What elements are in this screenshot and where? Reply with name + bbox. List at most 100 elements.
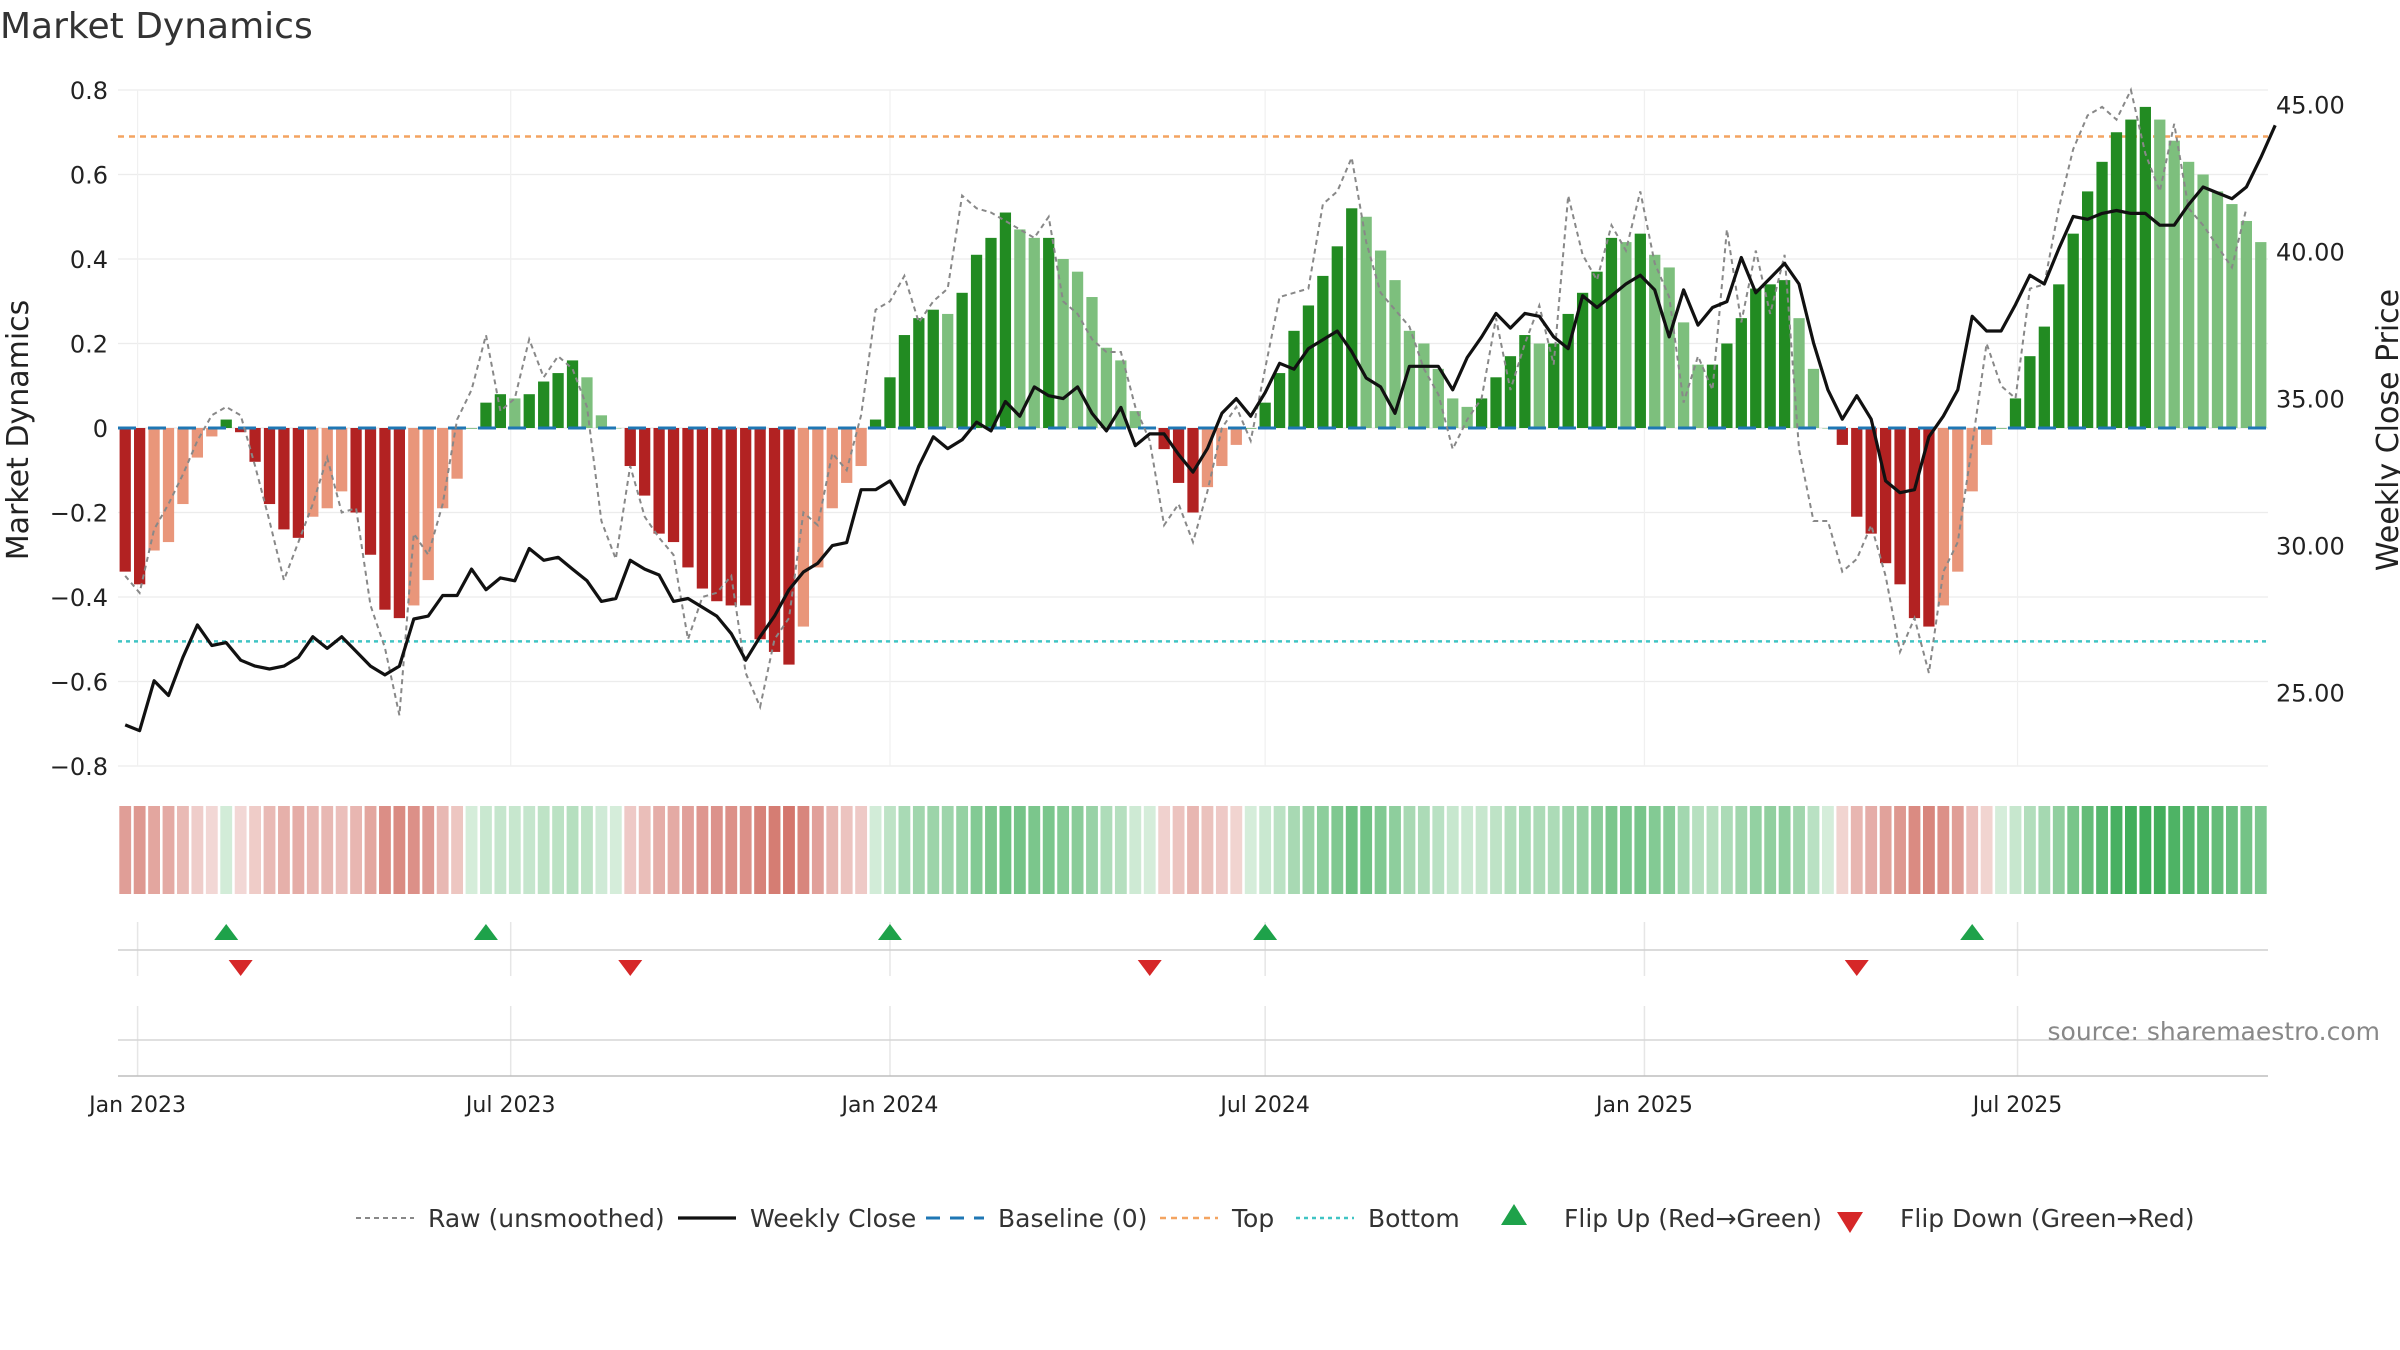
dynamics-bar xyxy=(134,428,146,585)
dynamics-bar xyxy=(162,428,175,543)
heat-cell xyxy=(523,806,536,894)
dynamics-bar xyxy=(1952,428,1964,572)
heat-cell xyxy=(595,806,608,894)
heat-cell xyxy=(797,806,810,894)
heat-cell xyxy=(811,806,824,894)
dynamics-bar xyxy=(2197,174,2209,428)
heat-cell xyxy=(119,806,132,894)
dynamics-bar xyxy=(422,428,434,581)
dynamics-bar xyxy=(538,381,550,428)
flip-up-marker xyxy=(473,924,498,940)
dynamics-bar xyxy=(1374,250,1387,428)
dynamics-bar xyxy=(494,394,507,428)
flip-markers-panel xyxy=(118,924,2268,976)
heat-cell xyxy=(1057,806,1070,894)
dynamics-bar xyxy=(1115,360,1127,428)
dynamics-bar xyxy=(1288,330,1300,428)
left-y-tick-label: 0.6 xyxy=(70,162,108,190)
heat-cell xyxy=(162,806,175,894)
dynamics-bar xyxy=(2067,233,2079,428)
heat-cell xyxy=(234,806,247,894)
heat-cell xyxy=(1576,806,1589,894)
dynamics-bar xyxy=(523,394,535,428)
dynamics-bar xyxy=(768,428,781,652)
heat-cell xyxy=(321,806,334,894)
heat-cell xyxy=(2197,806,2209,894)
dynamics-bar xyxy=(119,428,131,572)
heat-cell xyxy=(1042,806,1055,894)
dynamics-bar xyxy=(1230,428,1242,445)
dynamics-bar xyxy=(437,428,449,509)
dynamics-bar xyxy=(1836,428,1848,445)
dynamics-bar xyxy=(1677,322,1690,428)
dynamics-bar xyxy=(1360,216,1372,428)
dynamics-bar xyxy=(1663,267,1675,428)
heat-cell xyxy=(1374,806,1387,894)
legend-label: Weekly Close xyxy=(750,1204,916,1233)
heat-cell xyxy=(1951,806,1964,894)
flip-down-marker xyxy=(1844,960,1869,976)
heat-cell xyxy=(1937,806,1950,894)
dynamics-bar xyxy=(812,428,824,568)
dynamics-bar xyxy=(884,377,896,428)
dynamics-bar xyxy=(1490,377,1502,428)
heat-cell xyxy=(133,806,146,894)
flip-down-marker xyxy=(1137,960,1162,976)
dynamics-bar xyxy=(826,428,838,509)
dynamics-bar xyxy=(1245,428,1257,429)
heat-cell xyxy=(480,806,492,894)
dynamics-bar xyxy=(2183,161,2195,428)
heat-cell xyxy=(350,806,363,894)
heat-cell xyxy=(2023,806,2036,894)
heat-cell xyxy=(1850,806,1863,894)
heat-cell xyxy=(1417,806,1430,894)
heat-cell xyxy=(1389,806,1401,894)
heat-cell xyxy=(2254,806,2267,894)
dynamics-bar xyxy=(2211,191,2224,428)
heat-cell xyxy=(624,806,637,894)
heat-cell xyxy=(1273,806,1286,894)
heat-cell xyxy=(220,806,233,894)
heat-cell xyxy=(783,806,795,894)
heat-cell xyxy=(1288,806,1300,894)
heat-cell xyxy=(191,806,204,894)
x-tick-label: Jan 2025 xyxy=(1594,1093,1693,1118)
heat-cell xyxy=(1114,806,1127,894)
dynamics-bar xyxy=(263,428,276,505)
heat-cell xyxy=(292,806,305,894)
heat-cell xyxy=(1331,806,1344,894)
dynamics-bar xyxy=(1851,428,1863,517)
dynamics-bar xyxy=(465,428,478,429)
heat-cell xyxy=(1345,806,1358,894)
heat-cell xyxy=(1966,806,1979,894)
dynamics-bar xyxy=(220,419,232,428)
heat-cell xyxy=(2125,806,2137,894)
heat-cell xyxy=(898,806,911,894)
heat-cell xyxy=(667,806,680,894)
heat-cell xyxy=(1836,806,1849,894)
dynamics-bar xyxy=(552,373,564,428)
dynamics-bar xyxy=(1750,288,1762,428)
heat-cell xyxy=(1619,806,1632,894)
source-credit: source: sharemaestro.com xyxy=(2048,1017,2381,1046)
dynamics-bar xyxy=(1865,428,1877,534)
dynamics-bar xyxy=(869,419,882,428)
dynamics-bar xyxy=(1533,343,1545,428)
dynamics-bar xyxy=(480,402,492,428)
heat-cell xyxy=(2081,806,2094,894)
legend-label: Raw (unsmoothed) xyxy=(428,1204,665,1233)
heat-cell xyxy=(1244,806,1257,894)
raw-series-line xyxy=(124,87,2248,716)
dynamics-bar xyxy=(1908,428,1921,619)
dynamics-bar xyxy=(1807,368,1820,428)
heat-cell xyxy=(436,806,449,894)
heat-cell xyxy=(2139,806,2152,894)
heat-cell xyxy=(1562,806,1575,894)
heat-cell xyxy=(927,806,940,894)
heat-cell xyxy=(1648,806,1661,894)
heat-cell xyxy=(263,806,276,894)
heat-cell xyxy=(1490,806,1502,894)
heat-cell xyxy=(1215,806,1228,894)
legend-label: Bottom xyxy=(1368,1204,1460,1233)
dynamics-bar xyxy=(393,428,406,619)
